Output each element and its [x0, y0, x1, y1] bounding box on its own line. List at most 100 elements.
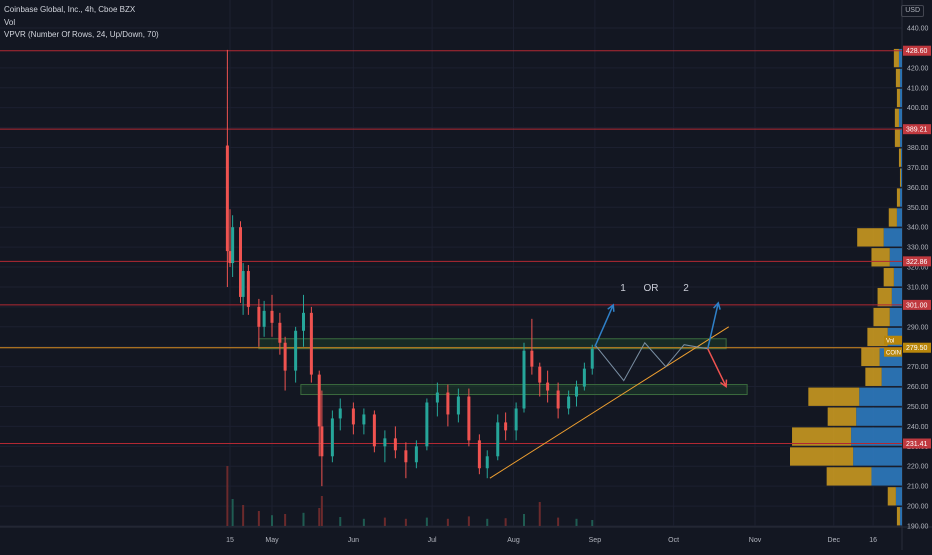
- price-tick-label: 210.00: [907, 484, 929, 491]
- volume-bar: [339, 517, 342, 526]
- candle-body: [467, 396, 471, 441]
- projection-arrow-down-head: [719, 379, 728, 388]
- volume-bar: [504, 518, 507, 526]
- scenario-annotation: 1: [620, 283, 626, 294]
- candle-body: [446, 392, 450, 415]
- price-tick-label: 320.00: [907, 265, 929, 272]
- volume-profile-down: [865, 367, 882, 386]
- volume-profile-down: [861, 347, 880, 367]
- volume-bar: [575, 518, 578, 526]
- volume-bar: [242, 505, 245, 526]
- volume-profile-down: [808, 387, 860, 406]
- volume-bar: [557, 517, 560, 526]
- candle-body: [278, 322, 282, 343]
- volume-profile-up: [900, 148, 902, 167]
- volume-profile-up: [899, 68, 902, 88]
- volume-profile-up: [899, 128, 902, 147]
- candle-body: [302, 312, 305, 331]
- volume-profile-down: [790, 447, 854, 466]
- volume-profile-down: [893, 48, 899, 68]
- price-tick-label: 400.00: [907, 105, 929, 112]
- projection-arrow-down: [707, 348, 727, 387]
- price-label: 301.00: [906, 302, 928, 309]
- candle-body: [575, 386, 578, 397]
- candle-body: [393, 438, 397, 451]
- price-tag-label: Vol: [886, 339, 894, 345]
- candle-body: [477, 440, 481, 469]
- candle-body: [567, 396, 571, 409]
- projection-arrow-up-1: [594, 304, 614, 348]
- candle-body: [246, 271, 250, 307]
- volume-bar: [467, 516, 470, 526]
- scenario-annotation: 2: [683, 283, 689, 294]
- volume-bar: [284, 514, 287, 526]
- candle-body: [485, 456, 489, 469]
- candle-body: [283, 342, 287, 371]
- volume-profile-down: [827, 407, 857, 426]
- price-tick-label: 360.00: [907, 185, 929, 192]
- candle-body: [404, 450, 408, 463]
- time-tick-label: May: [265, 537, 279, 544]
- volume-profile-down: [867, 327, 888, 347]
- volume-bar: [446, 518, 449, 526]
- price-tick-label: 250.00: [907, 404, 929, 411]
- currency-button[interactable]: USD: [901, 5, 924, 17]
- vpvr-indicator-label[interactable]: VPVR (Number Of Rows, 24, Up/Down, 70): [4, 30, 159, 39]
- price-tick-label: 310.00: [907, 284, 929, 291]
- volume-bar: [425, 517, 428, 526]
- volume-profile-down: [877, 287, 892, 307]
- symbol-title[interactable]: Coinbase Global, Inc., 4h, Cboe BZX: [4, 5, 136, 14]
- volume-bar: [302, 512, 305, 526]
- price-label-box: [903, 438, 931, 449]
- volume-profile-up: [859, 387, 902, 406]
- volume-profile-down: [883, 268, 894, 287]
- candle-body: [362, 414, 366, 425]
- candle-body: [239, 227, 242, 297]
- projection-zigzag: [594, 341, 708, 382]
- volume-profile-down: [894, 108, 899, 128]
- volume-profile-down: [857, 228, 884, 247]
- volume-bar: [320, 496, 323, 526]
- price-tick-label: 380.00: [907, 145, 929, 152]
- volume-bar: [404, 518, 407, 526]
- candle-body: [546, 382, 550, 391]
- volume-bar: [257, 511, 260, 526]
- volume-profile-up: [896, 208, 902, 227]
- price-tag-box: [884, 347, 902, 357]
- price-tag-box: [884, 335, 902, 345]
- volume-profile-down: [826, 467, 872, 486]
- time-tick-label: Jul: [428, 537, 437, 544]
- volume-profile-up: [891, 287, 902, 307]
- candle-body: [425, 402, 429, 447]
- volume-profile-down: [873, 307, 890, 327]
- candle-body: [257, 306, 261, 327]
- price-label-box: [903, 124, 931, 135]
- projection-arrow-up-2-head: [713, 301, 721, 310]
- volume-profile-up: [900, 168, 902, 187]
- price-label-box: [903, 299, 931, 310]
- price-tick-label: 190.00: [907, 524, 929, 531]
- volume-bar: [318, 508, 321, 526]
- volume-profile-up: [898, 108, 902, 128]
- volume-indicator-label[interactable]: Vol: [4, 17, 16, 27]
- volume-profile-up: [898, 48, 902, 68]
- price-label: 231.41: [906, 441, 928, 448]
- price-label: 322.86: [906, 259, 928, 266]
- volume-profile-up: [899, 507, 902, 526]
- volume-profile-up: [851, 427, 902, 446]
- candle-body: [435, 392, 439, 403]
- price-tick-label: 340.00: [907, 225, 929, 232]
- time-tick-label: Aug: [507, 537, 520, 544]
- price-tick-label: 200.00: [907, 504, 929, 511]
- candle-body: [414, 446, 418, 463]
- volume-profile-up: [893, 268, 902, 287]
- price-tick-label: 240.00: [907, 424, 929, 431]
- price-label: 428.60: [906, 48, 928, 55]
- time-tick-label: Nov: [749, 537, 762, 544]
- price-tick-label: 290.00: [907, 324, 929, 331]
- volume-profile-down: [895, 68, 900, 88]
- candle-body: [514, 408, 518, 431]
- volume-profile-down: [887, 487, 896, 506]
